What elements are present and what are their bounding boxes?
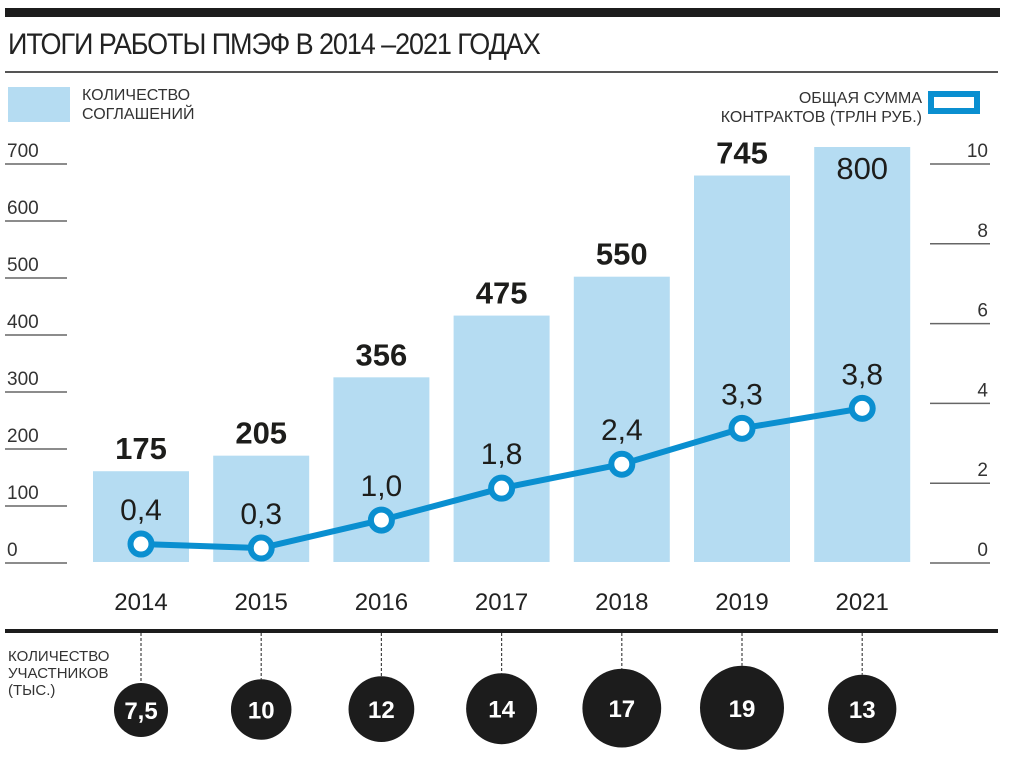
chart-title: ИТОГИ РАБОТЫ ПМЭФ В 2014 –2021 ГОДАХ: [8, 28, 541, 61]
line-marker: [608, 450, 636, 478]
line-marker: [127, 530, 155, 558]
bar-2021: [814, 147, 911, 562]
participants-value-label: 17: [608, 696, 635, 723]
legend-line-label: ОБЩАЯ СУММА КОНТРАКТОВ (ТРЛН РУБ.): [721, 89, 922, 127]
bar-2018: [573, 276, 670, 562]
x-axis-label: 2014: [114, 589, 167, 616]
participants-value-label: 14: [488, 697, 515, 724]
line-value-label: 0,4: [120, 494, 162, 527]
left-axis-tick-label: 400: [7, 312, 39, 333]
legend-line-swatch: [928, 91, 980, 114]
participants-value-label: 13: [849, 697, 876, 724]
legend-line-label-line1: ОБЩАЯ СУММА: [798, 90, 922, 107]
bar-value-label: 800: [836, 151, 888, 186]
legend-line-label-line2: КОНТРАКТОВ (ТРЛН РУБ.): [720, 109, 922, 126]
right-axis-tick-label: 10: [967, 141, 988, 162]
participants-label-line3: (ТЫС.): [8, 682, 56, 699]
right-axis-tick-label: 8: [977, 221, 988, 242]
line-value-label: 1,0: [361, 470, 403, 503]
participants-bubble: [348, 676, 415, 742]
bar-value-label: 205: [235, 416, 287, 451]
participants-label: КОЛИЧЕСТВО УЧАСТНИКОВ (ТЫС.): [8, 648, 109, 699]
participants-bubble: [828, 674, 897, 744]
x-axis-label: 2021: [836, 589, 889, 616]
bar-value-label: 175: [115, 431, 167, 466]
x-axis-label: 2016: [355, 589, 408, 616]
bar-value-label: 745: [716, 136, 768, 171]
participants-value-label: 12: [368, 697, 395, 724]
bottom-divider: [5, 629, 998, 633]
title-divider: [5, 71, 998, 73]
line-marker: [848, 394, 876, 422]
top-rule: [5, 8, 1000, 17]
participants-label-line1: КОЛИЧЕСТВО: [8, 648, 110, 665]
participants-bubble: [114, 683, 168, 737]
left-axis-tick-label: 0: [7, 540, 18, 561]
legend-bars-label: КОЛИЧЕСТВО СОГЛАШЕНИЙ: [82, 86, 194, 124]
line-value-label: 3,8: [841, 358, 883, 391]
left-axis-tick-label: 200: [7, 426, 39, 447]
participants-bubble: [230, 679, 292, 740]
bar-value-label: 550: [596, 237, 648, 272]
bar-2019: [694, 175, 790, 562]
legend-bar-swatch: [8, 87, 70, 122]
x-axis-label: 2019: [715, 589, 768, 616]
bar-value-label: 475: [476, 276, 528, 311]
right-axis-tick-label: 2: [977, 460, 988, 481]
line-value-label: 3,3: [721, 378, 763, 411]
line-value-label: 1,8: [481, 438, 523, 471]
participants-bubble: [466, 673, 538, 745]
line-value-label: 2,4: [601, 414, 643, 447]
participants-bubble: [582, 668, 662, 748]
right-axis-tick-label: 4: [977, 380, 988, 401]
left-axis-tick-label: 300: [7, 369, 39, 390]
x-axis-label: 2017: [475, 589, 528, 616]
x-axis-label: 2018: [595, 589, 648, 616]
left-axis-tick-label: 600: [7, 198, 39, 219]
line-value-label: 0,3: [240, 498, 282, 531]
legend-bars-label-line1: КОЛИЧЕСТВО: [82, 87, 191, 104]
participants-label-line2: УЧАСТНИКОВ: [8, 665, 109, 682]
x-axis-label: 2015: [235, 589, 288, 616]
left-axis-tick-label: 700: [7, 141, 39, 162]
line-marker: [367, 506, 395, 534]
bar-value-label: 356: [356, 337, 408, 372]
legend-bars-label-line2: СОГЛАШЕНИЙ: [82, 106, 195, 123]
line-marker: [728, 414, 756, 442]
right-axis-tick-label: 0: [977, 540, 988, 561]
bar-2017: [453, 315, 550, 562]
line-marker: [488, 474, 516, 502]
line-marker: [247, 534, 275, 562]
left-axis-tick-label: 100: [7, 483, 39, 504]
participants-value-label: 7,5: [124, 698, 157, 725]
participants-value-label: 10: [248, 698, 275, 725]
participants-bubble: [700, 665, 784, 750]
right-axis-tick-label: 6: [977, 301, 988, 322]
left-axis-tick-label: 500: [7, 255, 39, 276]
participants-value-label: 19: [729, 696, 756, 723]
